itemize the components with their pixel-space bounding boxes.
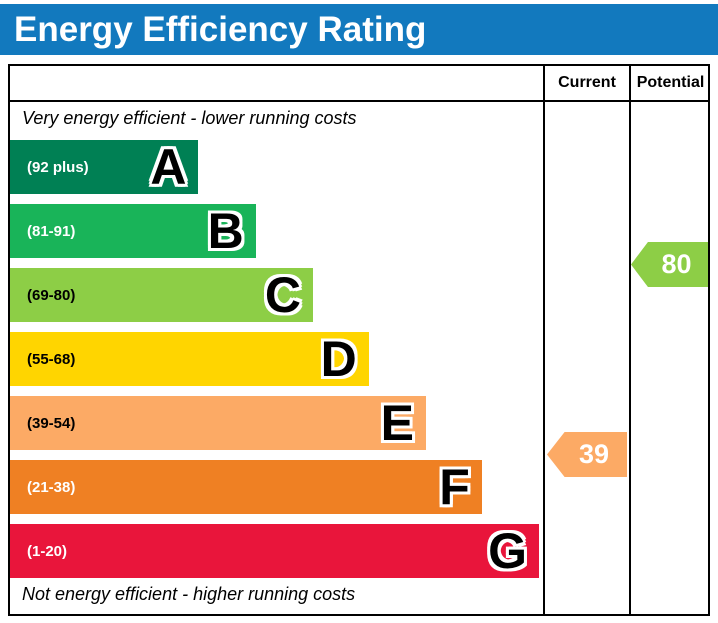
band-letter: B bbox=[207, 203, 244, 259]
band-row-d: (55-68) D bbox=[10, 332, 369, 386]
page-title: Energy Efficiency Rating bbox=[0, 4, 718, 55]
band-letter: A bbox=[150, 139, 187, 195]
band-row-f: (21-38) F bbox=[10, 460, 482, 514]
current-column-header: Current bbox=[558, 74, 616, 91]
band-row-b: (81-91) B bbox=[10, 204, 256, 258]
band-range-label: (69-80) bbox=[27, 286, 76, 304]
potential-column-divider bbox=[629, 66, 631, 614]
band-row-a: (92 plus) A bbox=[10, 139, 199, 195]
epc-chart: Current Potential Very energy efficient … bbox=[8, 64, 710, 616]
band-letter: D bbox=[320, 331, 357, 387]
current-rating-arrow: 39 bbox=[547, 432, 627, 477]
current-column-divider bbox=[543, 66, 545, 614]
band-range-label: (55-68) bbox=[27, 350, 76, 368]
band-letter: G bbox=[488, 523, 528, 579]
band-range-label: (21-38) bbox=[27, 478, 76, 496]
potential-column-header: Potential bbox=[636, 74, 705, 91]
band-range-label: (1-20) bbox=[27, 542, 68, 560]
band-row-g: (1-20) G bbox=[10, 523, 540, 579]
band-range-label: (39-54) bbox=[27, 414, 76, 432]
band-range-label: (92 plus) bbox=[27, 158, 89, 176]
potential-rating-arrow: 80 bbox=[631, 242, 708, 287]
band-letter: F bbox=[439, 459, 470, 515]
top-note: Very energy efficient - lower running co… bbox=[22, 108, 357, 128]
header-divider-line bbox=[10, 100, 708, 102]
band-letter: C bbox=[264, 267, 301, 323]
potential-rating-value: 80 bbox=[661, 249, 692, 279]
band-range-label: (81-91) bbox=[27, 222, 76, 240]
band-letter: E bbox=[380, 395, 414, 451]
band-row-c: (69-80) C bbox=[10, 268, 313, 322]
current-rating-value: 39 bbox=[578, 439, 610, 469]
bottom-note: Not energy efficient - higher running co… bbox=[22, 584, 356, 604]
band-row-e: (39-54) E bbox=[10, 396, 426, 450]
